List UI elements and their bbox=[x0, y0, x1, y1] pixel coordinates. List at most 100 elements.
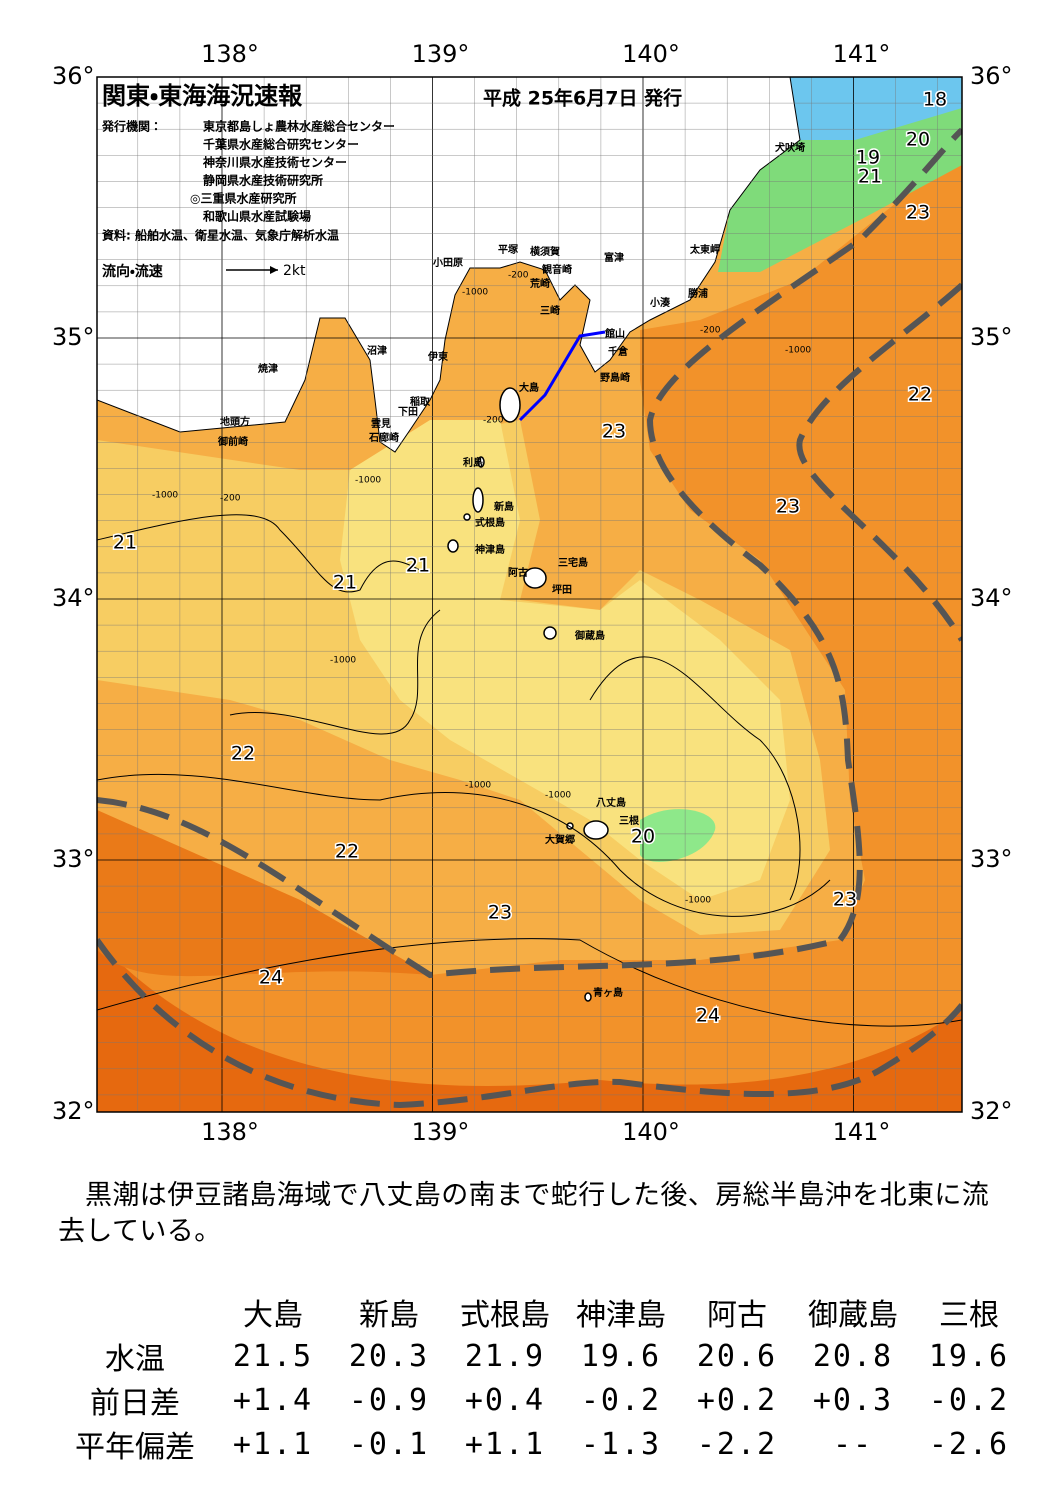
isotherm-label: 22 bbox=[231, 743, 255, 765]
place-label: 神津島 bbox=[474, 543, 505, 556]
place-label: 阿古 bbox=[508, 566, 528, 579]
place-label: 犬吠埼 bbox=[775, 141, 805, 154]
contour-line bbox=[97, 773, 831, 917]
table-cell: -0.2 bbox=[580, 1382, 662, 1418]
lat-label: 35° bbox=[52, 323, 95, 351]
isotherm-label: 24 bbox=[259, 967, 283, 989]
lon-label: 141° bbox=[833, 1118, 891, 1146]
table-cell: 20.8 bbox=[812, 1338, 894, 1374]
table-cell: +1.4 bbox=[232, 1382, 314, 1418]
sea-green bbox=[718, 105, 962, 272]
map-body bbox=[97, 77, 962, 1112]
place-label: 勝浦 bbox=[688, 287, 708, 300]
table-cell: -2.6 bbox=[928, 1426, 1010, 1462]
place-label: 八丈島 bbox=[596, 796, 626, 809]
land bbox=[97, 77, 801, 453]
contour-line bbox=[97, 938, 962, 1027]
island bbox=[472, 487, 484, 513]
place-label: 雲見 bbox=[371, 418, 391, 430]
place-label: 富津 bbox=[604, 251, 624, 264]
column-header: 大島 bbox=[243, 1298, 303, 1333]
depth-label: -200 bbox=[483, 416, 504, 426]
isotherm-label: 21 bbox=[333, 572, 357, 594]
place-label: 御前崎 bbox=[217, 435, 248, 448]
depth-label: -1000 bbox=[355, 476, 381, 486]
place-label: 館山 bbox=[604, 327, 625, 340]
isotherm-label: 23 bbox=[833, 889, 857, 911]
place-label: 焼津 bbox=[258, 362, 278, 375]
map-frame bbox=[96, 76, 963, 1113]
contour-line bbox=[97, 514, 421, 593]
lon-label: 138° bbox=[201, 40, 259, 68]
map: 関東・東海海況速報 平成 25年6月7日 発行 発行機関： 資料: 船舶水温、衛… bbox=[52, 40, 1013, 1146]
table-cell: +0.4 bbox=[464, 1382, 546, 1418]
place-label: 太東岬 bbox=[689, 243, 720, 256]
column-header: 三根 bbox=[939, 1298, 999, 1333]
lat-label: 36° bbox=[52, 62, 95, 90]
legend-scale: 2kt bbox=[283, 263, 306, 279]
table-cell: -0.9 bbox=[348, 1382, 430, 1418]
lat-label: 35° bbox=[970, 323, 1013, 351]
lat-label: 34° bbox=[52, 584, 95, 612]
corner bbox=[55, 1290, 215, 1334]
depth-label: -1000 bbox=[685, 896, 711, 906]
island bbox=[447, 539, 459, 553]
lat-label: 32° bbox=[52, 1097, 95, 1125]
place-label: 三崎 bbox=[540, 304, 560, 317]
island bbox=[523, 567, 547, 589]
table-cell: +0.3 bbox=[812, 1382, 894, 1418]
depth-label: -200 bbox=[220, 494, 241, 504]
place-label: 御蔵島 bbox=[574, 629, 605, 642]
sst-table: 大島 新島 式根島 神津島 阿古 御蔵島 三根 水温 21.5 20.3 21.9 19.6 20.6… bbox=[55, 1290, 1027, 1466]
table-cell: 21.9 bbox=[464, 1338, 546, 1374]
contour-line bbox=[229, 609, 441, 735]
place-label: 坪田 bbox=[552, 583, 572, 596]
place-label: 三宅島 bbox=[558, 556, 588, 569]
publisher: ◎三重県水産研究所 bbox=[190, 191, 296, 206]
island bbox=[463, 513, 471, 521]
depth-label: -1000 bbox=[785, 346, 811, 356]
lon-label: 138° bbox=[201, 1118, 259, 1146]
column-header: 新島 bbox=[359, 1298, 419, 1333]
table-cell: 19.6 bbox=[928, 1338, 1010, 1374]
lat-label: 34° bbox=[970, 584, 1013, 612]
place-label: 大賀郷 bbox=[545, 833, 575, 846]
isotherm-label: 21 bbox=[113, 532, 137, 554]
depth-label: -1000 bbox=[465, 781, 491, 791]
row-label: 水温 bbox=[105, 1342, 165, 1377]
contour-line bbox=[589, 656, 801, 901]
isotherm-label: 19 bbox=[856, 147, 880, 169]
table-row: 平年偏差 +1.1 -0.1 +1.1 -1.3 -2.2 -- -2.6 bbox=[55, 1422, 1027, 1466]
depth-label: -1000 bbox=[330, 656, 356, 666]
island bbox=[584, 992, 592, 1002]
sea-dark-band bbox=[97, 810, 430, 977]
sea-green-patch bbox=[640, 809, 716, 862]
grid bbox=[97, 77, 962, 1112]
place-label: 野島崎 bbox=[600, 371, 630, 384]
depth-label: -1000 bbox=[545, 791, 571, 801]
publisher-label: 発行機関： bbox=[101, 119, 162, 134]
island bbox=[583, 820, 609, 840]
table-row: 水温 21.5 20.3 21.9 19.6 20.6 20.8 19.6 bbox=[55, 1334, 1027, 1378]
table-cell: 19.6 bbox=[580, 1338, 662, 1374]
place-label: 新島 bbox=[493, 500, 514, 513]
table-cell: 20.6 bbox=[696, 1338, 778, 1374]
lat-label: 36° bbox=[970, 62, 1013, 90]
depth-label: -200 bbox=[508, 271, 529, 281]
column-header: 阿古 bbox=[707, 1298, 767, 1333]
map-date: 平成 25年6月7日 発行 bbox=[483, 87, 682, 110]
kuroshio-branch bbox=[796, 282, 962, 642]
lon-label: 140° bbox=[622, 1118, 680, 1146]
place-label: 伊東 bbox=[427, 350, 448, 363]
place-label: 荒崎 bbox=[529, 277, 550, 290]
row-label: 平年偏差 bbox=[75, 1430, 195, 1465]
place-label: 青ヶ島 bbox=[593, 986, 623, 999]
column-header: 御蔵島 bbox=[808, 1298, 898, 1333]
row-label: 前日差 bbox=[90, 1386, 180, 1421]
table-cell: -2.2 bbox=[696, 1426, 778, 1462]
source: 資料: 船舶水温、衛星水温、気象庁解析水温 bbox=[102, 228, 339, 243]
table-cell: -0.1 bbox=[348, 1426, 430, 1462]
table-cell: -- bbox=[832, 1426, 874, 1462]
table-cell: 21.5 bbox=[232, 1338, 314, 1374]
